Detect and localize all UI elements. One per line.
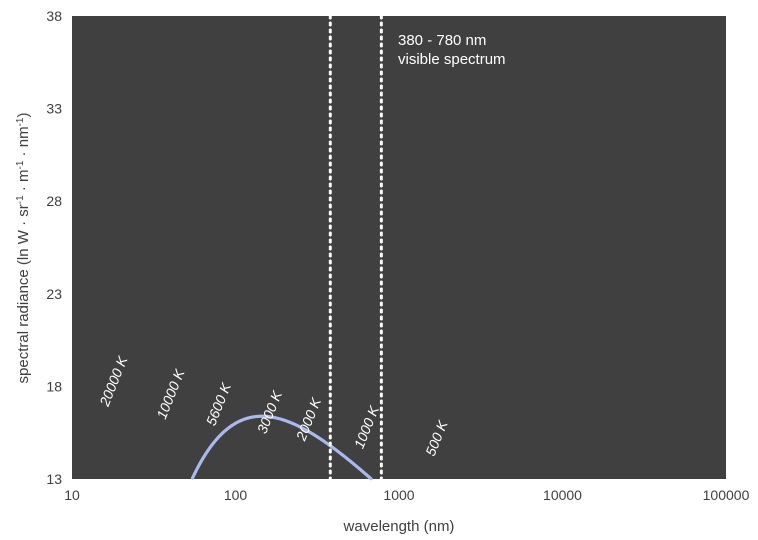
x-tick-label: 100000 <box>703 487 750 503</box>
curve-20000k <box>190 414 373 481</box>
y-axis-title: spectral radiance (ln W · sr-1 · m-1 · n… <box>15 113 33 384</box>
series-layer <box>190 414 373 481</box>
x-tick-label: 100 <box>224 487 248 503</box>
y-tick-label: 33 <box>46 101 62 117</box>
y-tick-label: 28 <box>46 193 62 209</box>
x-axis-ticks: 10 100 1000 10000 100000 <box>64 487 749 503</box>
visible-band-note-line1: 380 - 780 nm <box>398 32 486 49</box>
x-tick-label: 10 <box>64 487 80 503</box>
x-tick-label: 10000 <box>543 487 582 503</box>
y-tick-label: 13 <box>46 471 62 487</box>
plot-area <box>72 16 726 479</box>
visible-band-note-line2: visible spectrum <box>398 51 506 68</box>
y-axis-ticks: 13 18 23 28 33 38 <box>46 8 62 487</box>
y-tick-label: 18 <box>46 378 62 394</box>
x-tick-label: 1000 <box>383 487 414 503</box>
x-axis-title: wavelength (nm) <box>343 518 455 535</box>
visible-band-markers <box>328 14 383 481</box>
y-tick-label: 38 <box>46 8 62 24</box>
y-tick-label: 23 <box>46 286 62 302</box>
